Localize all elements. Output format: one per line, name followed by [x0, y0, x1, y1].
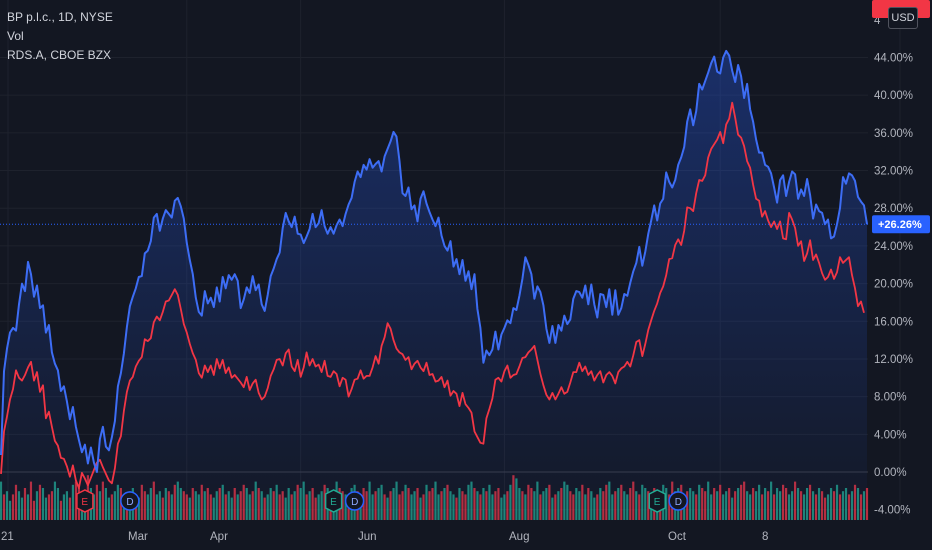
y-tick-label: 4.00%	[874, 429, 907, 441]
last-value-bp-bg	[872, 215, 930, 234]
y-tick-label: 32.00%	[874, 166, 913, 178]
y-tick-label: 40.00%	[874, 90, 913, 102]
y-tick-label: 0.00%	[874, 467, 907, 479]
legend-main-symbol[interactable]: BP p.l.c., 1D, NYSE	[7, 8, 113, 27]
x-tick-label: Oct	[668, 531, 687, 543]
y-tick-label: 36.00%	[874, 128, 913, 140]
earnings-event-label: E	[654, 497, 661, 508]
y-tick-label: 20.00%	[874, 279, 913, 291]
legend-volume-label: Vol	[7, 29, 24, 43]
y-tick-label: -4.00%	[874, 505, 910, 517]
dividend-event-icon[interactable]	[344, 491, 365, 511]
x-tick-label: Apr	[210, 531, 228, 543]
legend-compare-symbol[interactable]: RDS.A, CBOE BZX	[7, 46, 113, 65]
earnings-event-label: E	[81, 497, 88, 508]
dividend-event-label: D	[126, 497, 133, 508]
x-tick-label: 8	[762, 531, 768, 543]
last-value-rds: +16.87%	[878, 0, 922, 3]
last-value-bp: +26.26%	[878, 219, 922, 231]
y-tick-label: 24.00%	[874, 241, 913, 253]
dividend-event-icon[interactable]	[668, 491, 688, 511]
dividend-event-label: D	[675, 497, 682, 508]
currency-button[interactable]: USD	[888, 7, 918, 29]
y-tick-label: 8.00%	[874, 392, 907, 404]
x-tick-label: Mar	[128, 531, 148, 543]
y-tick-label: 28.00%	[874, 203, 913, 215]
x-tick-label: Aug	[509, 531, 529, 543]
series-line-rds[interactable]	[0, 101, 865, 489]
x-tick-label: 21	[1, 531, 14, 543]
series-line-bp[interactable]	[0, 49, 868, 473]
earnings-event-icon[interactable]	[76, 489, 94, 513]
y-tick-label-partial: 4	[874, 15, 881, 27]
dividend-event-label: D	[351, 497, 358, 508]
y-tick-label: 12.00%	[874, 354, 913, 366]
legend-main-label: BP p.l.c., 1D, NYSE	[7, 10, 113, 24]
earnings-event-icon[interactable]	[648, 489, 666, 513]
legend-compare-label: RDS.A, CBOE BZX	[7, 48, 112, 62]
y-tick-label: 44.00%	[874, 53, 913, 65]
dividend-event-icon[interactable]	[120, 491, 140, 511]
earnings-event-icon[interactable]	[324, 489, 343, 513]
earnings-event-label: E	[330, 497, 337, 508]
legend-volume[interactable]: Vol	[7, 27, 113, 46]
bp-area-fill	[1, 50, 867, 521]
x-tick-label: Jun	[358, 531, 377, 543]
chart-legend: BP p.l.c., 1D, NYSE Vol RDS.A, CBOE BZX	[7, 8, 113, 65]
y-tick-label: 16.00%	[874, 316, 913, 328]
